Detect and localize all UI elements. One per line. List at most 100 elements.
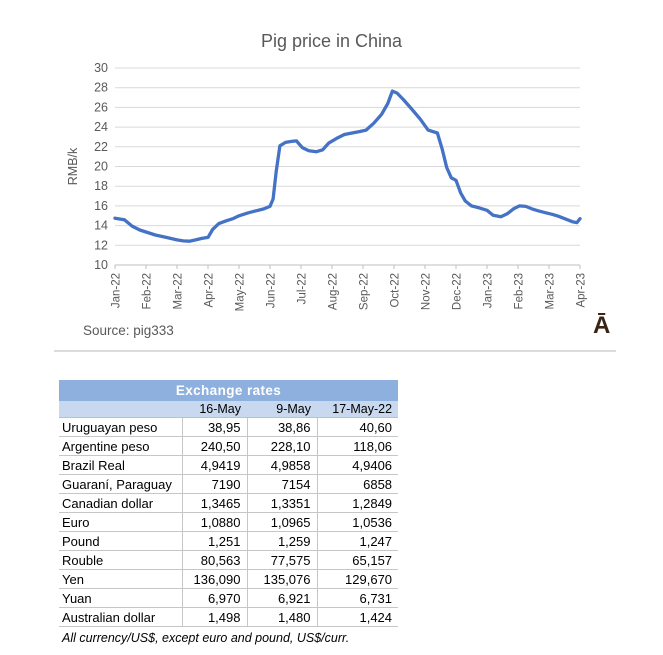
table-row: Australian dollar 1,498 1,480 1,424 bbox=[59, 607, 399, 627]
currency-label: Rouble bbox=[59, 550, 182, 570]
currency-label: Yuan bbox=[59, 588, 182, 608]
rate-value: 1,498 bbox=[181, 607, 247, 627]
rate-value: 129,670 bbox=[316, 569, 399, 589]
chart-title: Pig price in China bbox=[260, 31, 403, 51]
rate-value: 65,157 bbox=[316, 550, 399, 570]
rate-value: 4,9858 bbox=[246, 455, 317, 475]
table-row: Brazil Real 4,9419 4,9858 4,9406 bbox=[59, 455, 399, 475]
x-tick-label: Nov-22 bbox=[421, 273, 433, 310]
rate-value: 1,2849 bbox=[316, 493, 399, 513]
table-header-row: 16-May 9-May 17-May-22 bbox=[59, 401, 399, 418]
pig-price-line-chart: 10 12 14 16 18 20 22 24 26 28 30 Jan-22 Feb-22 Mar-22… bbox=[66, 61, 588, 311]
column-header: 17-May-22 bbox=[317, 401, 399, 418]
x-tick-label: Mar-22 bbox=[173, 273, 185, 309]
rate-value: 1,259 bbox=[246, 531, 317, 551]
x-tick-label: Feb-23 bbox=[514, 273, 526, 309]
exchange-rates-table: Exchange rates 16-May 9-May 17-May-22 Urug… bbox=[59, 380, 399, 627]
table-row: Yuan 6,970 6,921 6,731 bbox=[59, 588, 399, 608]
y-tick-label: 20 bbox=[94, 160, 108, 174]
rate-value: 4,9419 bbox=[181, 455, 247, 475]
rate-value: 6,970 bbox=[181, 588, 247, 608]
rate-value: 1,480 bbox=[246, 607, 317, 627]
exchange-rates-section: Exchange rates 16-May 9-May 17-May-22 Urug… bbox=[59, 380, 404, 645]
rate-value: 80,563 bbox=[181, 550, 247, 570]
rate-value: 38,95 bbox=[181, 417, 247, 437]
column-header: 16-May bbox=[182, 401, 247, 418]
y-tick-label: 28 bbox=[94, 81, 108, 95]
rate-value: 1,251 bbox=[181, 531, 247, 551]
currency-label: Australian dollar bbox=[59, 607, 182, 627]
y-tick-label: 14 bbox=[94, 219, 108, 233]
rate-value: 4,9406 bbox=[316, 455, 399, 475]
rate-value: 1,424 bbox=[316, 607, 399, 627]
table-title: Exchange rates bbox=[59, 380, 399, 401]
rate-value: 7190 bbox=[181, 474, 247, 494]
chart-source-caption: Source: pig333 bbox=[83, 323, 174, 338]
x-tick-label: Apr-23 bbox=[576, 273, 588, 308]
y-tick-label: 24 bbox=[94, 120, 108, 134]
corner-cell bbox=[59, 401, 182, 418]
rate-value: 1,3465 bbox=[181, 493, 247, 513]
x-tick-label: Sep-22 bbox=[359, 273, 371, 310]
rate-value: 118,06 bbox=[316, 436, 399, 456]
x-tick-label: Jul-22 bbox=[297, 273, 309, 304]
y-tick-label: 30 bbox=[94, 61, 108, 75]
table-row: Guaraní, Paraguay 7190 7154 6858 bbox=[59, 474, 399, 494]
table-row: Rouble 80,563 77,575 65,157 bbox=[59, 550, 399, 570]
x-tick-label: Feb-22 bbox=[142, 273, 154, 309]
table-row: Euro 1,0880 1,0965 1,0536 bbox=[59, 512, 399, 532]
y-tick-label: 26 bbox=[94, 100, 108, 114]
table-row: Argentine peso 240,50 228,10 118,06 bbox=[59, 436, 399, 456]
x-tick-label: Aug-22 bbox=[328, 273, 340, 310]
x-tick-label: May-22 bbox=[235, 273, 247, 311]
rate-value: 1,3351 bbox=[246, 493, 317, 513]
x-tick-label: Jan-22 bbox=[111, 273, 123, 308]
y-tick-label: 10 bbox=[94, 258, 108, 272]
x-tick-label: Jun-22 bbox=[266, 273, 278, 308]
currency-label: Yen bbox=[59, 569, 182, 589]
pig-price-series-line bbox=[113, 89, 582, 243]
x-tick-label: Apr-22 bbox=[204, 273, 216, 308]
rate-value: 77,575 bbox=[246, 550, 317, 570]
rate-value: 1,0965 bbox=[246, 512, 317, 532]
rate-value: 136,090 bbox=[181, 569, 247, 589]
x-tick-label: Jan-23 bbox=[483, 273, 495, 308]
rate-value: 6,731 bbox=[316, 588, 399, 608]
rate-value: 1,0536 bbox=[316, 512, 399, 532]
x-tick-label: Dec-22 bbox=[452, 273, 464, 310]
y-tick-label: 18 bbox=[94, 179, 108, 193]
rate-value: 135,076 bbox=[246, 569, 317, 589]
currency-label: Guaraní, Paraguay bbox=[59, 474, 182, 494]
y-axis-title: RMB/k bbox=[66, 147, 80, 185]
table-row: Canadian dollar 1,3465 1,3351 1,2849 bbox=[59, 493, 399, 513]
rate-value: 1,247 bbox=[316, 531, 399, 551]
y-tick-label: 12 bbox=[94, 238, 108, 252]
y-tick-label: 16 bbox=[94, 199, 108, 213]
rate-value: 7154 bbox=[246, 474, 317, 494]
table-title-row: Exchange rates bbox=[59, 380, 399, 401]
y-tick-label: 22 bbox=[94, 140, 108, 154]
rate-value: 38,86 bbox=[246, 417, 317, 437]
table-row: Yen 136,090 135,076 129,670 bbox=[59, 569, 399, 589]
watermark-glyph: Ā bbox=[593, 312, 611, 339]
currency-label: Brazil Real bbox=[59, 455, 182, 475]
rate-value: 40,60 bbox=[316, 417, 399, 437]
rate-value: 240,50 bbox=[181, 436, 247, 456]
column-header: 9-May bbox=[247, 401, 317, 418]
x-tick-label: Mar-23 bbox=[545, 273, 557, 309]
table-footnote: All currency/US$, except euro and pound,… bbox=[62, 631, 350, 645]
rate-value: 1,0880 bbox=[181, 512, 247, 532]
currency-label: Canadian dollar bbox=[59, 493, 182, 513]
table-row: Pound 1,251 1,259 1,247 bbox=[59, 531, 399, 551]
rate-value: 228,10 bbox=[246, 436, 317, 456]
rate-value: 6858 bbox=[316, 474, 399, 494]
currency-label: Euro bbox=[59, 512, 182, 532]
currency-label: Argentine peso bbox=[59, 436, 182, 456]
rate-value: 6,921 bbox=[246, 588, 317, 608]
section-divider bbox=[54, 350, 616, 352]
table-row: Uruguayan peso 38,95 38,86 40,60 bbox=[59, 417, 399, 437]
currency-label: Uruguayan peso bbox=[59, 417, 182, 437]
x-tick-label: Oct-22 bbox=[390, 273, 402, 308]
currency-label: Pound bbox=[59, 531, 182, 551]
